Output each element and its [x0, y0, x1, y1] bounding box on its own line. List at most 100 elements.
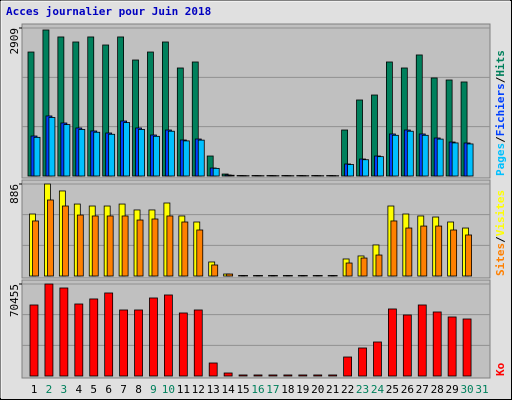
bar — [358, 347, 367, 377]
bar — [196, 229, 204, 277]
bar — [91, 215, 99, 277]
bar — [227, 174, 235, 177]
x-tick-label: 10 — [162, 383, 175, 396]
x-tick-label: 17 — [266, 383, 279, 396]
bar — [330, 275, 338, 277]
bar — [405, 227, 413, 277]
bar — [375, 254, 383, 277]
bar — [377, 156, 384, 177]
bar — [74, 303, 84, 377]
plot-area — [21, 279, 491, 379]
bar — [138, 129, 145, 177]
x-tick-label: 27 — [416, 383, 429, 396]
bar — [93, 131, 101, 177]
legend-separator: / — [494, 136, 507, 143]
bar — [313, 374, 323, 377]
bar — [76, 214, 84, 277]
bar — [106, 215, 114, 277]
bar — [166, 215, 174, 277]
bar — [167, 130, 175, 177]
bar — [300, 275, 308, 277]
x-tick-label: 30 — [460, 383, 473, 396]
x-tick-label: 14 — [222, 383, 236, 396]
bar — [451, 142, 459, 177]
legend: Pages/Fichiers/Hits — [494, 50, 507, 176]
bar — [268, 374, 278, 377]
x-tick-label: 1 — [31, 383, 38, 396]
x-tick-label: 26 — [401, 383, 414, 396]
legend-separator: / — [494, 76, 507, 83]
bar — [387, 308, 397, 377]
x-tick-label: 12 — [192, 383, 205, 396]
x-tick-label: 21 — [326, 383, 339, 396]
bar — [212, 167, 220, 177]
bar — [447, 316, 457, 377]
bar — [63, 124, 71, 177]
bar — [391, 134, 399, 177]
y-tick-label: 70455 — [8, 284, 21, 317]
bar — [406, 130, 414, 177]
legend-entry: Visites — [494, 190, 507, 236]
bar — [33, 136, 41, 177]
bar — [420, 225, 428, 277]
bar — [208, 362, 218, 377]
bar — [78, 129, 86, 177]
x-tick-label: 29 — [446, 383, 459, 396]
bar — [402, 314, 412, 377]
legend: Sites/Visites — [494, 190, 507, 276]
bar — [163, 294, 173, 377]
bar — [298, 374, 308, 377]
bar — [104, 292, 114, 377]
legend-entry: Hits — [494, 50, 507, 77]
bar — [61, 205, 69, 277]
bar — [121, 215, 129, 277]
bar — [47, 199, 54, 277]
bar — [360, 257, 368, 277]
x-tick-label: 22 — [341, 383, 354, 396]
bar — [285, 275, 293, 277]
bar — [271, 275, 278, 277]
bar — [238, 374, 248, 377]
bar — [256, 275, 263, 277]
bar — [432, 311, 442, 377]
x-tick-label: 24 — [371, 383, 385, 396]
bar — [119, 309, 128, 377]
legend: Ko — [494, 362, 507, 376]
bar — [44, 283, 54, 377]
y-tick-label: 886 — [8, 184, 21, 204]
x-tick-label: 6 — [105, 383, 112, 396]
bar — [362, 159, 369, 177]
bar — [149, 297, 158, 377]
legend-entry: Fichiers — [494, 83, 507, 136]
bar — [123, 122, 130, 177]
bar — [48, 117, 56, 177]
bar — [136, 219, 144, 277]
bar — [436, 138, 444, 177]
x-tick-label: 4 — [75, 383, 82, 396]
bar — [417, 304, 427, 377]
x-tick-label: 13 — [207, 383, 220, 396]
x-tick-label: 15 — [236, 383, 249, 396]
x-tick-label: 19 — [296, 383, 309, 396]
bar — [283, 374, 293, 377]
bar — [134, 309, 143, 377]
x-tick-label: 28 — [431, 383, 444, 396]
bar — [328, 374, 338, 377]
bar — [465, 234, 472, 277]
x-tick-label: 18 — [281, 383, 294, 396]
bar — [197, 139, 205, 177]
x-tick-label: 25 — [386, 383, 399, 396]
bar — [466, 143, 474, 177]
bar — [343, 356, 353, 377]
bar — [345, 262, 353, 277]
legend-entry: Ko — [494, 362, 507, 376]
y-tick-label: 2909 — [8, 28, 21, 55]
bar — [181, 221, 189, 277]
x-tick-label: 8 — [135, 383, 142, 396]
bar — [253, 374, 263, 377]
x-tick-label: 11 — [177, 383, 190, 396]
bar — [347, 164, 355, 177]
chart-title: Acces journalier pour Juin 2018 — [6, 5, 211, 18]
bar — [223, 372, 233, 377]
x-tick-label: 23 — [356, 383, 369, 396]
